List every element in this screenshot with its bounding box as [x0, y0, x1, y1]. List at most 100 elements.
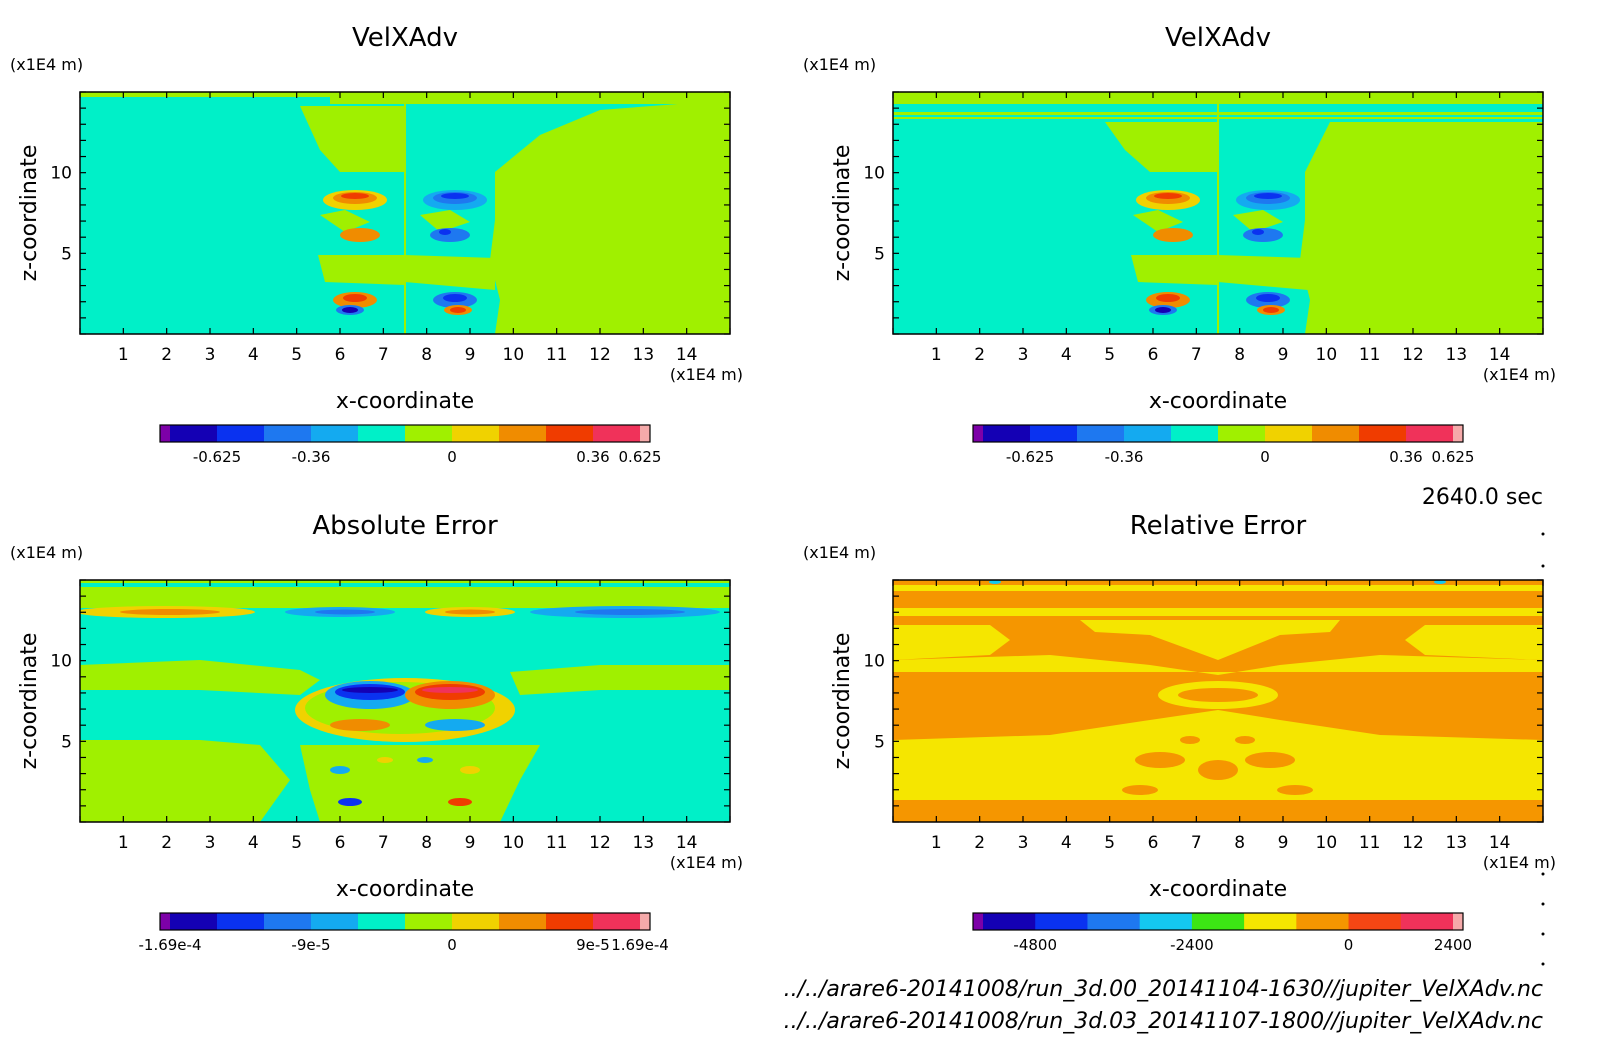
colorbar-tick-label: -9e-5 [291, 936, 330, 954]
panel-title: Absolute Error [312, 511, 498, 541]
x-tick-label: 11 [546, 345, 568, 365]
x-tick-label: 4 [248, 345, 259, 365]
colorbar-swatch [264, 425, 312, 442]
panel-absolute-error: Absolute Error (x1E4 m) [10, 511, 743, 954]
y-tick-label: 5 [61, 244, 72, 264]
colorbar-swatch [1400, 913, 1454, 930]
colorbar-tick-label: 0 [1344, 936, 1354, 954]
colorbar-swatch [1296, 913, 1350, 930]
colorbar-tick-label: 0.36 [576, 448, 609, 466]
colorbar-swatch [311, 425, 359, 442]
y-unit-label: (x1E4 m) [803, 55, 876, 74]
colorbar-swatch [160, 913, 170, 930]
y-tick-label: 10 [50, 652, 72, 672]
x-tick-label: 3 [205, 345, 216, 365]
y-tick-label: 10 [50, 164, 72, 184]
x-axis: 1 2 3 4 5 6 7 8 9 10 11 12 13 14 [79, 580, 731, 853]
field-plot [893, 92, 1543, 334]
field-plot [80, 580, 730, 822]
x-tick-label: 10 [1316, 833, 1338, 853]
colorbar-swatch [1171, 425, 1219, 442]
x-tick-label: 8 [1234, 833, 1245, 853]
colorbar-swatch [546, 913, 594, 930]
time-label: 2640.0 sec [1422, 485, 1543, 510]
x-tick-label: 3 [205, 833, 216, 853]
colorbar-swatch [1191, 913, 1245, 930]
x-tick-label: 9 [465, 833, 476, 853]
colorbar-swatch [217, 913, 265, 930]
colorbar-tick-label: 0.36 [1389, 448, 1422, 466]
x-tick-label: 6 [335, 833, 346, 853]
colorbar-swatch [1087, 913, 1141, 930]
colorbar-swatch [640, 913, 650, 930]
x-axis-label: x-coordinate [1149, 877, 1287, 902]
panel-relative-error: Relative Error (x1E4 m) 1 2 3 4 5 6 7 8 9 10 11 12 1… [803, 511, 1556, 954]
x-tick-label: 13 [633, 833, 655, 853]
colorbar-tick-label: -0.625 [193, 448, 241, 466]
colorbar: -1.69e-4 -9e-5 0 9e-5 1.69e-4 [139, 912, 669, 954]
colorbar-swatch [264, 913, 312, 930]
colorbar-tick-label: 0.625 [1432, 448, 1475, 466]
x-tick-label: 14 [676, 345, 698, 365]
colorbar-swatch [1030, 425, 1078, 442]
x-axis-label: x-coordinate [336, 389, 474, 414]
colorbar-swatch [1244, 913, 1297, 930]
x-tick-label: 9 [465, 345, 476, 365]
panel-velxadv-right: VelXAdv (x1E4 m) [803, 23, 1556, 466]
y-axis: 5 10 [863, 91, 1543, 335]
panel-title: VelXAdv [352, 23, 458, 53]
x-tick-label: 12 [589, 345, 611, 365]
x-tick-label: 14 [676, 833, 698, 853]
x-tick-label: 14 [1489, 833, 1511, 853]
x-tick-label: 1 [931, 345, 942, 365]
x-axis: 1 2 3 4 5 6 7 8 9 10 11 12 13 14 [79, 92, 731, 365]
file-path-1: ../../arare6-20141008/run_3d.00_20141104… [784, 977, 1543, 1002]
x-tick-label: 4 [248, 833, 259, 853]
colorbar-tick-label: -2400 [1170, 936, 1214, 954]
y-tick-label: 5 [61, 732, 72, 752]
x-tick-label: 9 [1278, 345, 1289, 365]
x-axis: 1 2 3 4 5 6 7 8 9 10 11 12 13 14 [892, 580, 1544, 853]
colorbar-tick-label: 9e-5 [576, 936, 610, 954]
colorbar-swatch [160, 425, 170, 442]
x-tick-label: 3 [1018, 345, 1029, 365]
y-unit-label: (x1E4 m) [10, 543, 83, 562]
colorbar-swatch [973, 913, 983, 930]
x-tick-label: 2 [161, 345, 172, 365]
x-tick-label: 1 [118, 345, 129, 365]
x-tick-label: 1 [931, 833, 942, 853]
colorbar-frame [159, 424, 651, 443]
colorbar-swatch [452, 913, 500, 930]
colorbar-swatch [1359, 425, 1407, 442]
colorbar-swatch [1077, 425, 1125, 442]
y-tick-label: 5 [874, 732, 885, 752]
colorbar-tick-label: -0.625 [1006, 448, 1054, 466]
y-tick-label: 5 [874, 244, 885, 264]
x-tick-label: 7 [1191, 833, 1202, 853]
colorbar-swatch [1312, 425, 1360, 442]
x-tick-label: 10 [1316, 345, 1338, 365]
y-tick-label: 10 [863, 164, 885, 184]
x-tick-label: 10 [503, 833, 525, 853]
plot-frame [79, 91, 731, 335]
x-tick-label: 7 [378, 345, 389, 365]
x-tick-label: 13 [1446, 345, 1468, 365]
colorbar-swatch [1348, 913, 1402, 930]
y-axis: 5 10 [50, 579, 730, 823]
x-tick-label: 2 [974, 345, 985, 365]
colorbar-swatch [452, 425, 500, 442]
x-tick-label: 1 [118, 833, 129, 853]
x-tick-label: 11 [546, 833, 568, 853]
colorbar-swatch [1035, 913, 1088, 930]
x-tick-label: 9 [1278, 833, 1289, 853]
x-tick-label: 4 [1061, 833, 1072, 853]
colorbar-frame [972, 424, 1464, 443]
colorbar-swatch [170, 913, 218, 930]
x-tick-label: 5 [1104, 833, 1115, 853]
plot-frame [892, 91, 1544, 335]
colorbar-tick-label: 2400 [1434, 936, 1472, 954]
x-unit-label: (x1E4 m) [1483, 853, 1556, 872]
colorbar-tick-label: 0 [447, 448, 457, 466]
colorbar-swatch [593, 425, 641, 442]
